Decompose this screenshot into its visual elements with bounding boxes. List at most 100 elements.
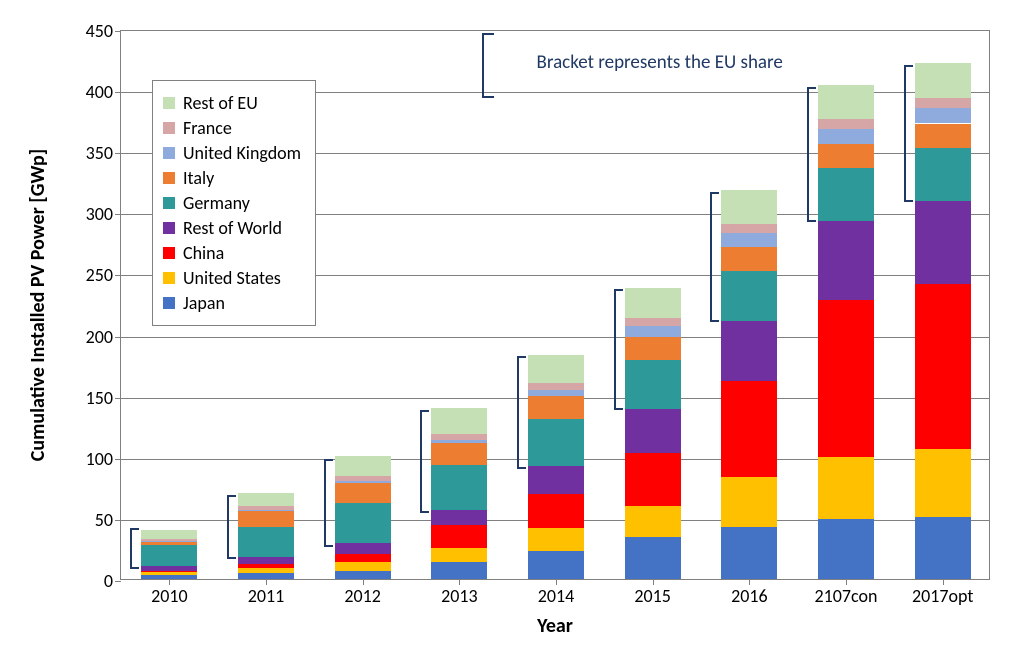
bar-segment-uk	[335, 481, 391, 483]
xtick-label: 2017opt	[912, 579, 973, 607]
legend: Rest of EU France United Kingdom Italy Germa…	[152, 80, 316, 326]
ytick-label: 350	[86, 142, 121, 164]
bar-segment-us	[141, 572, 197, 575]
bar-segment-resteu	[721, 190, 777, 224]
bar-segment-resteu	[238, 493, 294, 506]
bar-segment-germany	[528, 419, 584, 466]
bar-segment-italy	[528, 396, 584, 419]
eu-bracket	[710, 192, 719, 322]
bar-segment-uk	[625, 326, 681, 337]
bar-segment-france	[238, 506, 294, 510]
bar-segment-france	[625, 318, 681, 326]
bar-segment-italy	[335, 483, 391, 503]
bar-segment-resteu	[818, 85, 874, 119]
ytick-label: 250	[86, 264, 121, 286]
bar-segment-france	[915, 98, 971, 108]
bar-segment-row	[528, 466, 584, 494]
bar-segment-row	[625, 409, 681, 453]
bar-segment-china	[335, 554, 391, 562]
xtick-label: 2011	[248, 579, 285, 607]
xtick-label: 2014	[538, 579, 575, 607]
bar-segment-china	[818, 300, 874, 456]
bar-segment-germany	[238, 527, 294, 558]
ytick-label: 50	[95, 509, 121, 531]
bar-segment-germany	[915, 148, 971, 202]
bar-segment-row	[431, 510, 487, 525]
ytick-label: 200	[86, 326, 121, 348]
legend-text: United States	[183, 267, 281, 289]
bar-segment-china	[528, 494, 584, 528]
ytick-label: 150	[86, 387, 121, 409]
xtick-label: 2012	[344, 579, 381, 607]
bar-segment-us	[528, 528, 584, 550]
bar-segment-france	[528, 383, 584, 390]
bar-segment-us	[625, 506, 681, 537]
bar-segment-uk	[238, 510, 294, 511]
legend-text: Rest of World	[183, 217, 282, 239]
bar-segment-resteu	[141, 530, 197, 539]
bar-segment-japan	[528, 551, 584, 579]
bar-segment-row	[141, 566, 197, 570]
bar-group	[335, 31, 391, 579]
ytick-label: 0	[104, 570, 121, 592]
bar-segment-france	[335, 476, 391, 481]
eu-bracket	[807, 87, 816, 221]
bar-segment-resteu	[915, 63, 971, 98]
bar-segment-row	[721, 321, 777, 381]
bar-group	[818, 31, 874, 579]
xtick-label: 2013	[441, 579, 478, 607]
legend-row: Germany	[163, 192, 301, 214]
legend-row: Rest of EU	[163, 92, 301, 114]
bar-segment-germany	[721, 271, 777, 321]
eu-bracket	[130, 528, 139, 568]
bar-segment-italy	[625, 337, 681, 360]
bar-segment-resteu	[528, 355, 584, 383]
bar-segment-japan	[721, 527, 777, 579]
bar-segment-france	[141, 539, 197, 540]
bar-segment-uk	[818, 129, 874, 144]
bar-segment-uk	[915, 108, 971, 123]
eu-bracket	[904, 65, 913, 202]
bar-segment-japan	[625, 537, 681, 579]
bar-segment-france	[721, 224, 777, 233]
xtick-label: 2015	[634, 579, 671, 607]
bar-segment-china	[721, 381, 777, 476]
bar-segment-china	[141, 571, 197, 572]
bar-group	[625, 31, 681, 579]
bar-segment-italy	[431, 443, 487, 465]
legend-swatch	[163, 147, 175, 159]
bar-segment-italy	[721, 247, 777, 271]
legend-swatch	[163, 97, 175, 109]
legend-row: Italy	[163, 167, 301, 189]
bar-segment-row	[335, 543, 391, 554]
bar-segment-germany	[141, 545, 197, 567]
bar-segment-resteu	[431, 408, 487, 434]
legend-text: Italy	[183, 167, 214, 189]
bar-segment-us	[335, 562, 391, 571]
ytick-label: 300	[86, 203, 121, 225]
bar-group	[721, 31, 777, 579]
bar-segment-japan	[431, 562, 487, 579]
bar-segment-germany	[335, 503, 391, 543]
legend-swatch	[163, 222, 175, 234]
legend-row: United Kingdom	[163, 142, 301, 164]
legend-row: Japan	[163, 292, 301, 314]
bar-segment-japan	[238, 573, 294, 579]
bar-segment-row	[818, 221, 874, 300]
eu-bracket	[324, 459, 333, 547]
bar-segment-us	[915, 449, 971, 516]
bar-segment-italy	[141, 541, 197, 545]
legend-row: China	[163, 242, 301, 264]
annotation-bracket	[482, 33, 494, 98]
legend-text: United Kingdom	[183, 142, 301, 164]
bar-segment-china	[625, 453, 681, 506]
ytick-label: 450	[86, 20, 121, 42]
bar-group	[915, 31, 971, 579]
legend-text: France	[183, 117, 232, 139]
bar-segment-italy	[818, 144, 874, 168]
legend-swatch	[163, 197, 175, 209]
bar-segment-italy	[238, 511, 294, 527]
chart-container: Cumulative Installed PV Power [GWp] 0501…	[20, 20, 1004, 645]
bar-segment-row	[238, 557, 294, 564]
bar-segment-germany	[625, 360, 681, 409]
